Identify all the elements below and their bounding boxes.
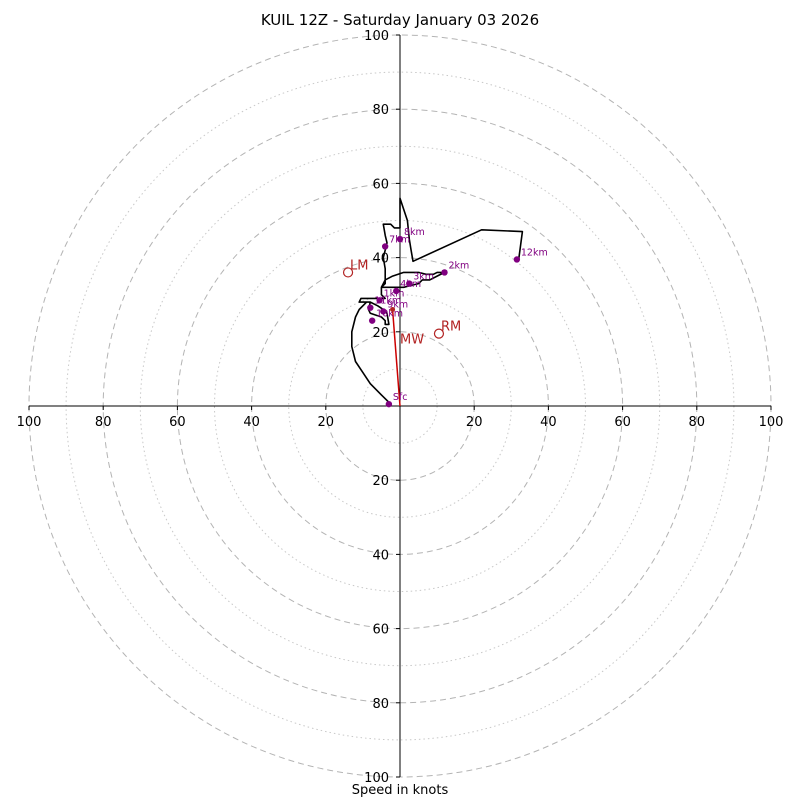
x-tick-label-neg-100: 100 — [17, 415, 42, 430]
x-tick-label-neg-60: 60 — [169, 415, 186, 430]
y-tick-label-neg-20: 20 — [372, 474, 389, 489]
y-tick-label-pos-80: 80 — [372, 103, 389, 118]
height-marker-7km — [381, 243, 389, 250]
shear-vector — [391, 309, 401, 407]
mean-wind-marker — [390, 307, 396, 313]
height-marker-2km — [441, 269, 448, 276]
height-marker-12km — [513, 256, 521, 263]
y-tick-label-pos-40: 40 — [372, 252, 389, 267]
height-label-8km: 8km — [404, 227, 425, 238]
height-marker-10km — [368, 317, 376, 324]
x-tick-label-pos-40: 40 — [540, 415, 557, 430]
y-tick-label-pos-20: 20 — [372, 326, 389, 341]
x-tick-label-pos-80: 80 — [689, 415, 706, 430]
y-tick-label-neg-60: 60 — [372, 623, 389, 638]
height-label-4km: 4km — [400, 279, 421, 290]
height-label-9km: 9km — [387, 299, 408, 310]
storm-motion-label-lm: LM — [350, 258, 368, 273]
chart-title: KUIL 12Z - Saturday January 03 2026 — [260, 11, 540, 29]
y-tick-label-pos-60: 60 — [372, 177, 389, 192]
x-tick-label-neg-40: 40 — [243, 415, 260, 430]
y-tick-label-neg-40: 40 — [372, 548, 389, 563]
y-tick-label-neg-100: 100 — [364, 771, 389, 786]
x-tick-label-neg-80: 80 — [95, 415, 112, 430]
height-label-12km: 12km — [521, 247, 548, 258]
height-marker-3km — [406, 280, 413, 287]
height-marker-sfc — [385, 400, 393, 408]
height-marker-1km — [376, 297, 383, 304]
storm-motion-marker-rm — [433, 328, 445, 339]
y-tick-label-neg-80: 80 — [372, 697, 389, 712]
x-tick-label-pos-20: 20 — [466, 415, 483, 430]
height-label-sfc: Sfc — [393, 392, 408, 403]
height-label-2km: 2km — [449, 260, 470, 271]
mean-wind-label: MW — [400, 333, 424, 348]
x-axis-label: Speed in knots — [351, 783, 449, 798]
height-label-3km: 3km — [413, 272, 434, 283]
x-tick-label-pos-60: 60 — [614, 415, 631, 430]
height-label-10km: 10km — [376, 309, 403, 320]
height-marker-4km — [393, 287, 400, 295]
height-marker-9km — [380, 308, 387, 315]
height-label-11km: 11km — [374, 296, 401, 307]
x-tick-label-neg-20: 20 — [318, 415, 335, 430]
x-tick-label-pos-100: 100 — [759, 415, 784, 430]
storm-motion-label-rm: RM — [441, 320, 461, 335]
y-tick-label-pos-100: 100 — [364, 29, 389, 44]
height-marker-8km — [396, 235, 404, 243]
height-marker-11km — [367, 304, 374, 311]
storm-motion-marker-lm — [342, 267, 354, 278]
height-label-1km: 1km — [384, 288, 405, 299]
